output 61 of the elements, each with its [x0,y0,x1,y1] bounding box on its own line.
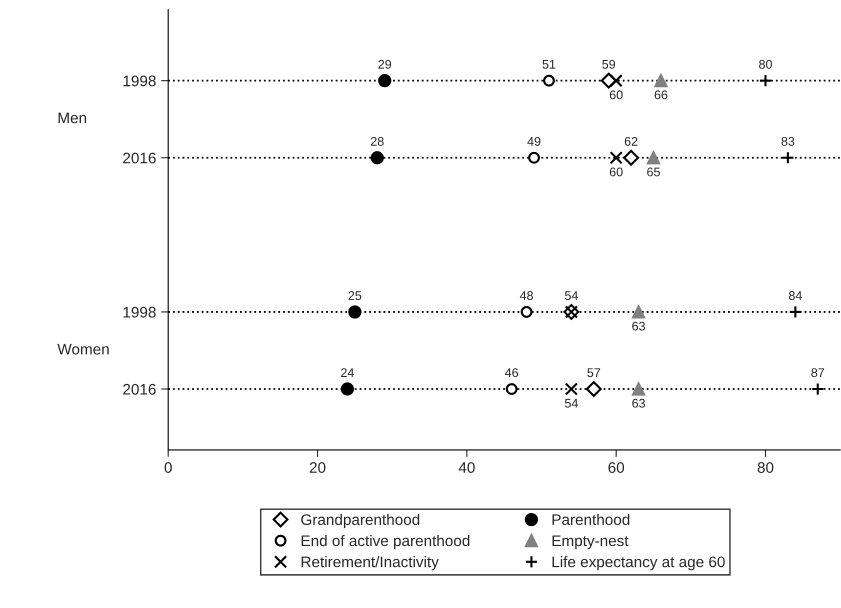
point [528,152,540,164]
point [610,74,623,88]
data-label: 25 [348,291,362,300]
point [543,74,555,87]
y-tick-label: 2016 [123,384,156,395]
legend-label: Life expectancy at age 60 [552,556,725,570]
x-tick-label: 40 [458,462,475,473]
legend-label: Grandparenthood [301,514,420,528]
point [632,382,646,396]
data-label: 63 [632,398,645,408]
data-label: 63 [632,322,645,331]
point [564,382,578,396]
legend-label: End of active parenthood [302,534,470,550]
data-label: 84 [788,291,802,300]
point [623,150,640,166]
point [506,383,518,395]
legend-label: Empty-nest [552,536,628,550]
data-label: 87 [811,368,824,378]
point [378,74,392,88]
text: Men [58,112,86,124]
point [586,381,602,397]
data-label: 83 [781,136,794,146]
data-label: 51 [542,60,556,69]
data-label: 28 [370,136,384,146]
data-label: 54 [564,398,578,408]
data-label: 57 [587,368,600,378]
y-tick-label: 2016 [123,152,156,164]
data-label: 65 [647,168,660,176]
legend-label: Parenthood [552,514,630,526]
data-label: 24 [341,368,354,377]
legend-label: Retirement/Inactivity [302,556,439,570]
data-label: 29 [378,60,392,69]
data-label: 49 [527,136,540,146]
x-tick-label: 60 [608,462,624,473]
point [646,151,660,164]
point [758,74,772,88]
data-label: 59 [602,60,616,69]
x-tick-label: 20 [310,462,326,473]
point [348,305,362,319]
point [654,74,668,88]
point [781,151,794,164]
point [632,305,646,319]
data-label: 60 [610,90,623,100]
y-tick-label: 1998 [124,76,156,86]
data-label: 48 [520,291,533,300]
point [610,151,623,164]
data-label: 54 [564,291,578,300]
point [520,306,532,318]
data-label: 46 [504,368,518,378]
text: Women [57,344,109,355]
data-label: 60 [610,168,623,176]
data-label: 80 [759,60,772,69]
point [811,382,824,396]
point [340,382,354,396]
point [370,151,384,164]
x-tick-label: 80 [758,462,774,473]
data-label: 66 [654,90,668,100]
data-label: 62 [624,136,638,146]
point [788,305,802,319]
y-tick-label: 1998 [124,306,156,318]
x-tick-label: 0 [164,462,172,473]
